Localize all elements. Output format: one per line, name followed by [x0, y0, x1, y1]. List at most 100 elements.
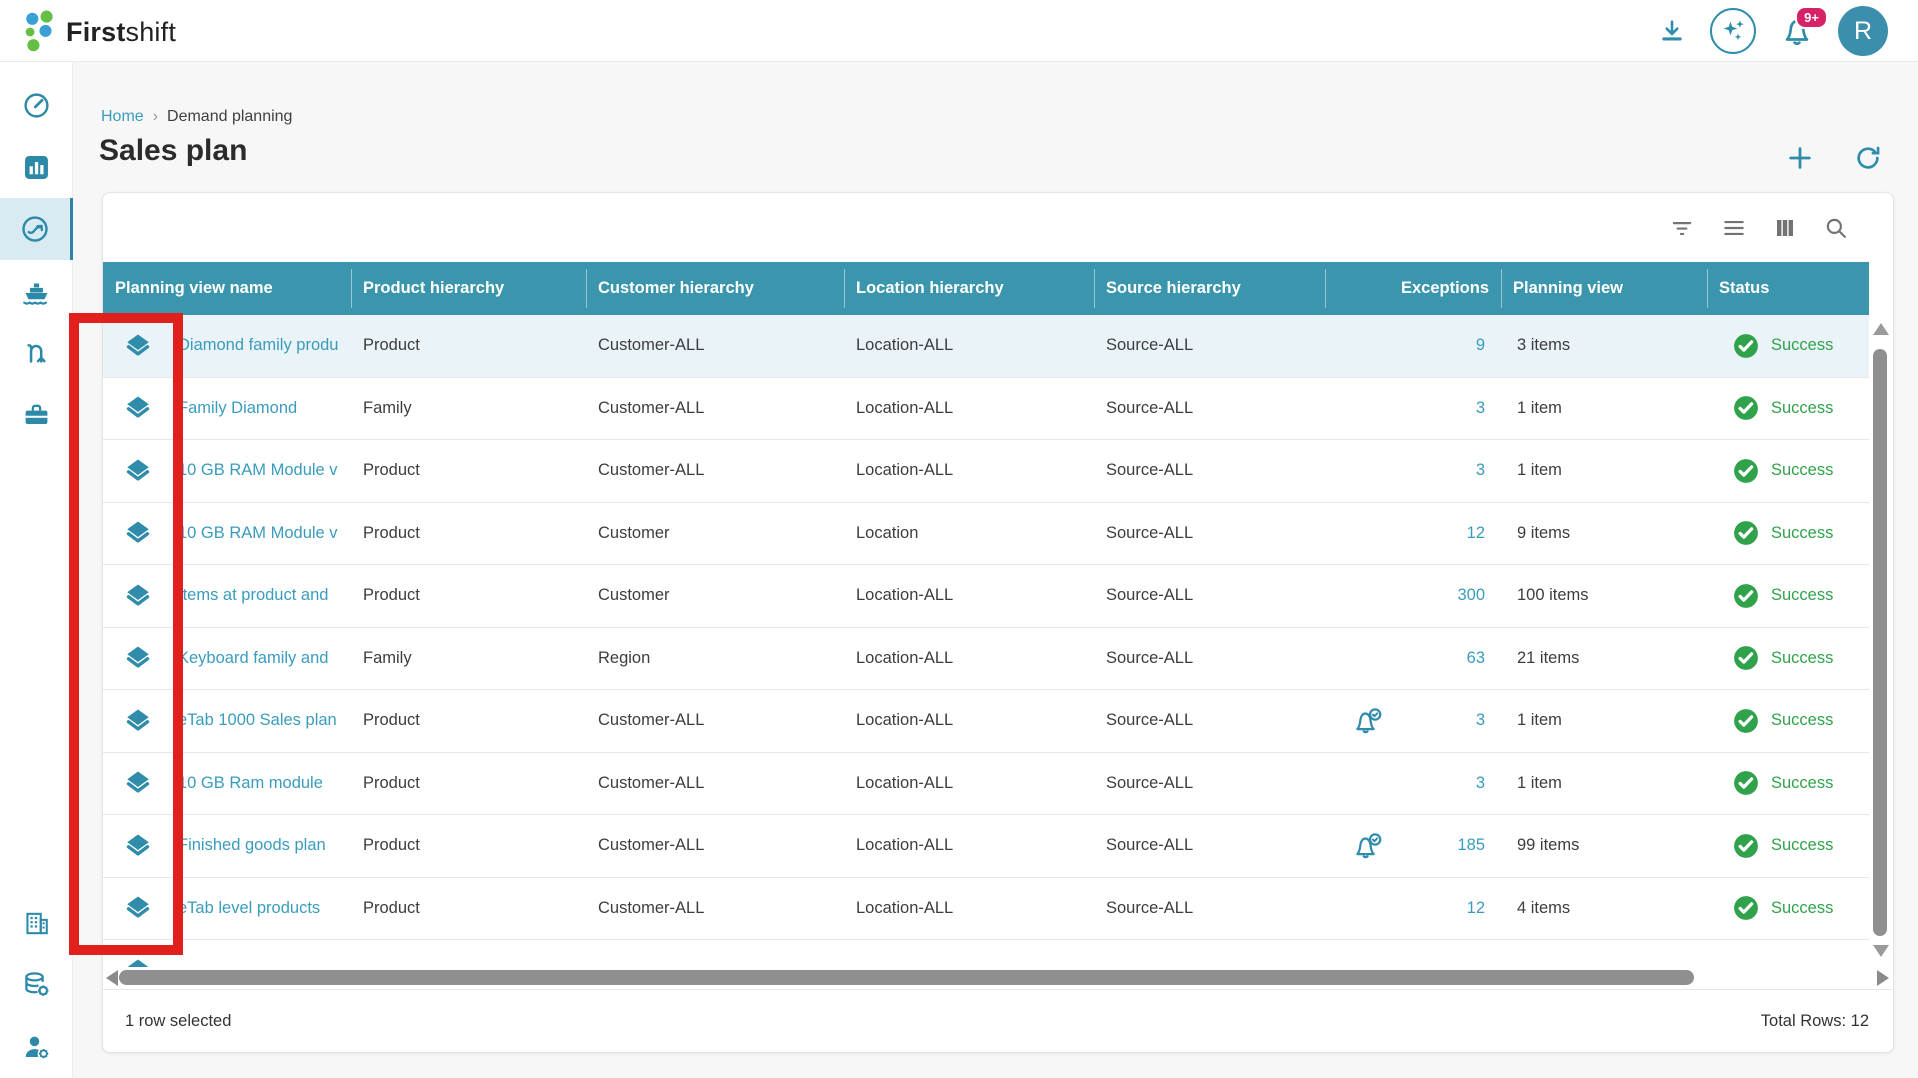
- planning-view-name-link[interactable]: Finished goods plan: [178, 836, 326, 855]
- table-row[interactable]: Diamond family produ Product Customer-AL…: [103, 315, 1869, 378]
- column-header-status[interactable]: Status: [1707, 262, 1869, 315]
- cell-exceptions: 63: [1325, 628, 1501, 690]
- cell-source-hierarchy: Source-ALL: [1106, 898, 1194, 917]
- success-check-icon: [1733, 458, 1759, 484]
- column-header-exceptions[interactable]: Exceptions: [1325, 262, 1501, 315]
- table-row[interactable]: 10 GB RAM Module v Product Customer Loca…: [103, 502, 1869, 565]
- scroll-up-arrow-icon[interactable]: [1873, 323, 1889, 335]
- sidebar-item-demand-planning[interactable]: [0, 198, 73, 260]
- layers-icon[interactable]: [123, 518, 153, 548]
- planning-view-name-link[interactable]: 10 GB RAM Module v: [178, 461, 338, 480]
- planning-view-name-link[interactable]: eTab level products: [178, 898, 321, 917]
- table-row[interactable]: eTab 1000 Sales plan Product Customer-AL…: [103, 690, 1869, 753]
- cell-customer-hierarchy: [586, 940, 844, 967]
- search-button[interactable]: [1823, 215, 1849, 241]
- column-header-product-hierarchy[interactable]: Product hierarchy: [351, 262, 586, 315]
- table-row[interactable]: eTab level products Product Customer-ALL…: [103, 877, 1869, 940]
- ai-assistant-button[interactable]: [1710, 8, 1756, 54]
- layers-icon[interactable]: [123, 706, 153, 736]
- planning-view-name-link[interactable]: Family Diamond: [178, 398, 298, 417]
- layers-icon[interactable]: [123, 893, 153, 923]
- exceptions-count-link[interactable]: 3: [1475, 773, 1485, 792]
- status-text: Success: [1771, 586, 1834, 605]
- sidebar-item-data-management[interactable]: [0, 954, 73, 1016]
- sidebar: [0, 62, 73, 1078]
- planning-view-name-link[interactable]: 10 GB Ram module: [178, 773, 323, 792]
- cell-product-hierarchy: Family: [363, 648, 412, 667]
- row-density-button[interactable]: [1721, 215, 1747, 241]
- refresh-icon: [1854, 144, 1882, 172]
- planning-view-name-link[interactable]: Keyboard family and: [178, 648, 329, 667]
- exceptions-count-link[interactable]: 9: [1475, 336, 1485, 355]
- sidebar-item-supply[interactable]: [0, 260, 73, 322]
- cell-source-hierarchy: Source-ALL: [1106, 336, 1194, 355]
- vertical-scrollbar-thumb[interactable]: [1873, 349, 1887, 936]
- table-row[interactable]: Finished goods plan Product Customer-ALL…: [103, 815, 1869, 878]
- bar-chart-icon: [22, 153, 51, 182]
- horizontal-scrollbar[interactable]: [103, 967, 1895, 989]
- horizontal-scrollbar-thumb[interactable]: [119, 970, 1694, 985]
- table-row[interactable]: 10 GB RAM Module v Product Customer-ALL …: [103, 440, 1869, 503]
- table-row[interactable]: 10 GB Ram module Product Customer-ALL Lo…: [103, 752, 1869, 815]
- sidebar-item-user-admin[interactable]: [0, 1016, 73, 1078]
- layers-icon[interactable]: [123, 393, 153, 423]
- sidebar-item-portfolio[interactable]: [0, 384, 73, 446]
- vertical-scrollbar[interactable]: [1867, 315, 1893, 967]
- cell-product-hierarchy: Product: [363, 711, 420, 730]
- scroll-right-arrow-icon[interactable]: [1877, 970, 1889, 986]
- exceptions-count-link[interactable]: 12: [1466, 898, 1485, 917]
- column-header-planning-view-name[interactable]: Planning view name: [115, 279, 273, 297]
- add-plan-button[interactable]: [1786, 144, 1814, 172]
- cell-planning-view: 100 items: [1517, 586, 1589, 605]
- filter-button[interactable]: [1669, 215, 1695, 241]
- page-title: Sales plan: [99, 134, 248, 167]
- planning-view-name-link[interactable]: Items at product and: [178, 586, 329, 605]
- sidebar-item-dashboard[interactable]: [0, 74, 73, 136]
- avatar[interactable]: R: [1838, 6, 1888, 56]
- layers-icon[interactable]: [123, 581, 153, 611]
- rows-icon: [1721, 215, 1747, 241]
- breadcrumb-home-link[interactable]: Home: [101, 108, 144, 125]
- planning-view-name-link[interactable]: Diamond family produ: [178, 336, 339, 355]
- refresh-button[interactable]: [1854, 144, 1882, 172]
- exceptions-count-link[interactable]: 3: [1475, 711, 1485, 730]
- table-row[interactable]: Family Diamond Family Customer-ALL Locat…: [103, 377, 1869, 440]
- layers-icon[interactable]: [123, 331, 153, 361]
- layers-icon[interactable]: [123, 768, 153, 798]
- columns-button[interactable]: [1773, 216, 1797, 240]
- layers-icon[interactable]: [123, 956, 153, 967]
- table-row[interactable]: [103, 940, 1869, 967]
- exceptions-count-link[interactable]: 300: [1457, 586, 1485, 605]
- logo[interactable]: Firstshift: [22, 10, 176, 54]
- planning-view-name-link[interactable]: eTab 1000 Sales plan: [178, 711, 337, 730]
- sidebar-item-flows[interactable]: [0, 322, 73, 384]
- success-check-icon: [1733, 395, 1759, 421]
- exception-bell-check-icon[interactable]: [1351, 831, 1385, 861]
- scroll-down-arrow-icon[interactable]: [1873, 945, 1889, 957]
- exception-bell-check-icon[interactable]: [1351, 706, 1385, 736]
- planning-view-name-link[interactable]: 10 GB RAM Module v: [178, 523, 338, 542]
- column-header-location-hierarchy[interactable]: Location hierarchy: [844, 262, 1094, 315]
- exceptions-count-link[interactable]: 185: [1457, 836, 1485, 855]
- download-button[interactable]: [1658, 17, 1686, 45]
- table-row[interactable]: Items at product and Product Customer Lo…: [103, 565, 1869, 628]
- column-header-source-hierarchy[interactable]: Source hierarchy: [1094, 262, 1325, 315]
- trend-line-icon: [20, 214, 50, 244]
- sidebar-item-organization[interactable]: [0, 892, 73, 954]
- layers-icon[interactable]: [123, 456, 153, 486]
- scroll-left-arrow-icon[interactable]: [106, 970, 118, 986]
- column-header-customer-hierarchy[interactable]: Customer hierarchy: [586, 262, 844, 315]
- exceptions-count-link[interactable]: 12: [1466, 523, 1485, 542]
- layers-icon[interactable]: [123, 831, 153, 861]
- success-check-icon: [1733, 833, 1759, 859]
- sidebar-item-analytics[interactable]: [0, 136, 73, 198]
- cell-source-hierarchy: [1094, 940, 1325, 967]
- notifications-button[interactable]: 9+: [1780, 6, 1828, 50]
- layers-icon[interactable]: [123, 643, 153, 673]
- cell-customer-hierarchy: Customer-ALL: [598, 836, 705, 855]
- exceptions-count-link[interactable]: 63: [1466, 648, 1485, 667]
- column-header-planning-view[interactable]: Planning view: [1501, 262, 1707, 315]
- table-row[interactable]: Keyboard family and Family Region Locati…: [103, 627, 1869, 690]
- exceptions-count-link[interactable]: 3: [1475, 461, 1485, 480]
- exceptions-count-link[interactable]: 3: [1475, 398, 1485, 417]
